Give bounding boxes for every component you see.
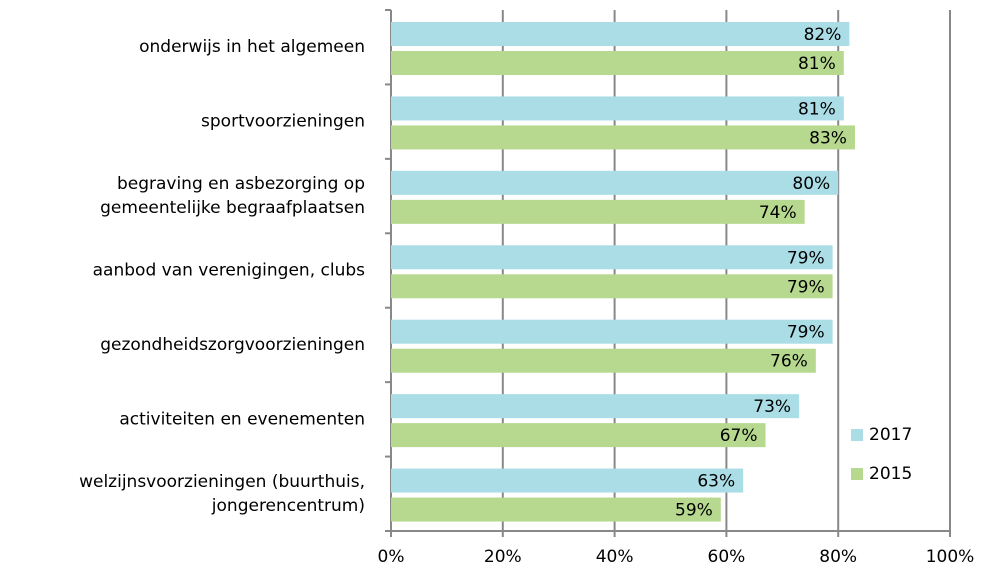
legend-swatch — [851, 429, 863, 441]
data-label: 63% — [697, 472, 735, 492]
bar — [391, 125, 855, 150]
data-label: 67% — [720, 426, 758, 446]
data-label: 79% — [787, 323, 825, 343]
bar — [391, 497, 721, 522]
legend-swatch — [851, 468, 863, 480]
bar — [391, 274, 833, 299]
x-tick-label: 0% — [378, 547, 405, 567]
data-label: 80% — [792, 174, 830, 194]
bar — [391, 96, 844, 121]
bar — [391, 199, 805, 224]
bar — [391, 22, 850, 46]
data-label: 83% — [809, 128, 847, 148]
x-tick-label: 100% — [926, 547, 975, 567]
data-label: 79% — [787, 248, 825, 268]
bar — [391, 245, 833, 270]
x-tick-label: 80% — [819, 547, 857, 567]
y-tick-label: gezondheidszorgvoorzieningen — [100, 335, 365, 355]
x-tick-label: 60% — [708, 547, 746, 567]
y-tick-label: aanbod van verenigingen, clubs — [93, 261, 366, 281]
y-tick-label: activiteiten en evenementen — [119, 409, 365, 429]
data-label: 59% — [675, 501, 713, 521]
y-tick-label: sportvoorzieningen — [201, 112, 365, 132]
bar — [391, 468, 744, 493]
legend-label: 2017 — [869, 425, 912, 445]
bar — [391, 51, 844, 75]
data-label: 73% — [753, 397, 791, 417]
bar — [391, 348, 816, 373]
bar — [391, 394, 800, 419]
y-tick-label: welzijnsvoorzieningen (buurthuis, jongere… — [79, 472, 365, 516]
bar — [391, 423, 766, 448]
y-tick-label: begraving en asbezorging op gemeentelijke… — [100, 174, 365, 218]
legend-label: 2015 — [869, 464, 912, 484]
x-tick-label: 20% — [484, 547, 522, 567]
x-tick-label: 40% — [596, 547, 634, 567]
y-tick-label: onderwijs in het algemeen — [139, 37, 365, 57]
bar — [391, 170, 839, 195]
bar — [391, 319, 833, 344]
data-label: 76% — [770, 352, 808, 372]
data-label: 74% — [759, 203, 797, 223]
data-label: 81% — [798, 54, 836, 74]
data-label: 81% — [798, 99, 836, 119]
data-label: 79% — [787, 277, 825, 297]
data-label: 82% — [804, 25, 842, 45]
